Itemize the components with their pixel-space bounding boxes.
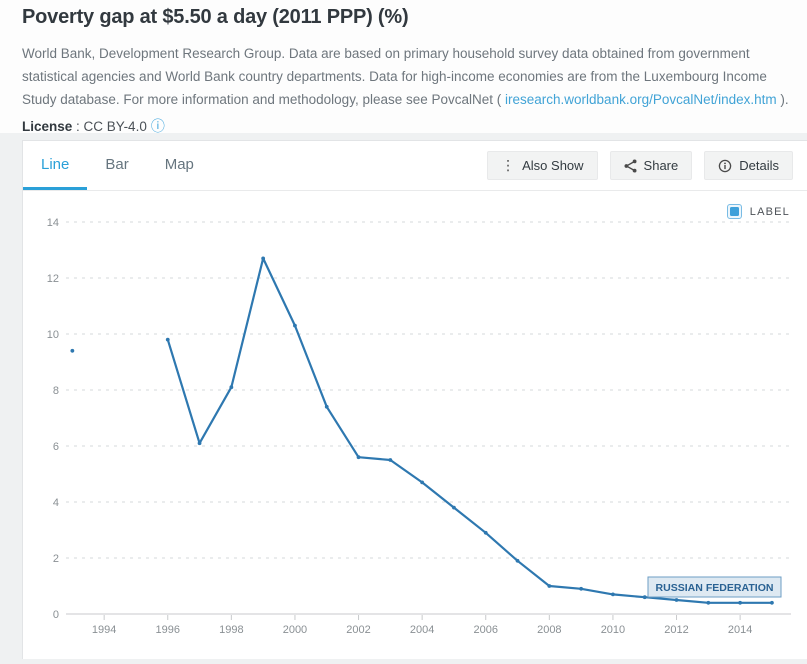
povcalnet-link[interactable]: iresearch.worldbank.org/PovcalNet/index.… [505,92,777,107]
data-point[interactable] [261,256,266,261]
data-point[interactable] [388,458,393,462]
legend-item[interactable]: LABEL [726,204,790,219]
license-row: License : CC BY-4.0 ⓘ [22,116,795,136]
description-text: World Bank, Development Research Group. … [22,46,767,107]
country-label-text: RUSSIAN FEDERATION [656,582,774,594]
data-point[interactable] [324,404,329,409]
data-point[interactable] [70,348,75,353]
details-button[interactable]: Details [704,151,793,180]
chart-svg: 0 2 4 6 8 10 12 14 1994 1996 1998 2000 2002 2004 2006 2… [47,217,791,636]
share-button[interactable]: Share [609,151,693,180]
chart-toolbar: ⋮ Also Show Share [487,151,807,180]
details-label: Details [739,158,779,173]
x-tick-label: 2010 [601,624,625,636]
legend-checkbox-icon[interactable] [726,204,742,219]
y-tick-label: 14 [47,217,59,229]
x-tick-label: 2012 [664,624,688,636]
x-tick-label: 1996 [156,624,180,636]
y-tick-label: 2 [53,553,59,565]
page-title: Poverty gap at $5.50 a day (2011 PPP) (%… [22,6,409,28]
chart-card: Line Bar Map ⋮ Also Show Share [22,140,807,659]
tab-map[interactable]: Map [164,156,194,173]
chart-tabbar: Line Bar Map ⋮ Also Show Share [23,141,807,191]
x-tick-label: 2000 [283,624,307,636]
data-point[interactable] [452,505,456,510]
x-tick-label: 1998 [219,624,243,636]
share-label: Share [643,158,679,173]
data-point[interactable] [706,600,711,605]
data-point[interactable] [420,480,425,485]
data-point[interactable] [483,530,488,535]
x-tick-label: 2004 [410,624,434,636]
y-tick-label: 10 [47,329,59,341]
data-point[interactable] [293,323,297,328]
data-point[interactable] [770,600,774,605]
license-label: License [22,119,73,134]
data-point[interactable] [515,558,520,563]
license-info-icon[interactable]: ⓘ [150,119,165,135]
share-icon [624,159,637,173]
country-label-box[interactable] [647,576,782,598]
y-tick-label: 12 [47,273,59,285]
page-header: Poverty gap at $5.50 a day (2011 PPP) (%… [0,0,807,136]
x-tick-label: 2006 [473,624,497,636]
y-tick-label: 8 [53,385,59,397]
source-description: World Bank, Development Research Group. … [22,42,795,111]
data-point[interactable] [356,455,361,460]
x-tick-label: 2002 [346,624,370,636]
series-line[interactable] [166,257,772,604]
data-point[interactable] [611,592,615,597]
data-point[interactable] [674,598,679,602]
description-suffix: ). [776,92,789,107]
x-tick-label: 2008 [537,624,561,636]
x-tick-label: 2014 [728,624,752,636]
data-point[interactable] [738,600,743,605]
license-separator: : [72,119,84,134]
line-chart: 0 2 4 6 8 10 12 14 1994 1996 1998 2000 2002 2004 2006 2… [23,191,807,659]
data-point[interactable] [579,586,584,591]
kebab-icon: ⋮ [501,157,516,174]
license-value: CC BY-4.0 [83,119,147,134]
x-tick-label: 1994 [92,624,116,636]
legend-label: LABEL [749,205,790,218]
data-point[interactable] [642,595,647,600]
data-point[interactable] [197,441,202,446]
y-tick-label: 4 [53,497,59,509]
y-tick-label: 6 [53,441,59,453]
legend-checkbox-check [729,207,739,216]
info-icon [718,159,732,173]
also-show-button[interactable]: ⋮ Also Show [487,151,598,180]
data-point[interactable] [165,337,170,342]
tab-line[interactable]: Line [23,141,88,190]
also-show-label: Also Show [522,158,584,173]
tab-bar[interactable]: Bar [105,156,129,173]
data-point[interactable] [547,584,552,588]
y-tick-label: 0 [53,609,59,621]
data-point[interactable] [229,385,234,390]
